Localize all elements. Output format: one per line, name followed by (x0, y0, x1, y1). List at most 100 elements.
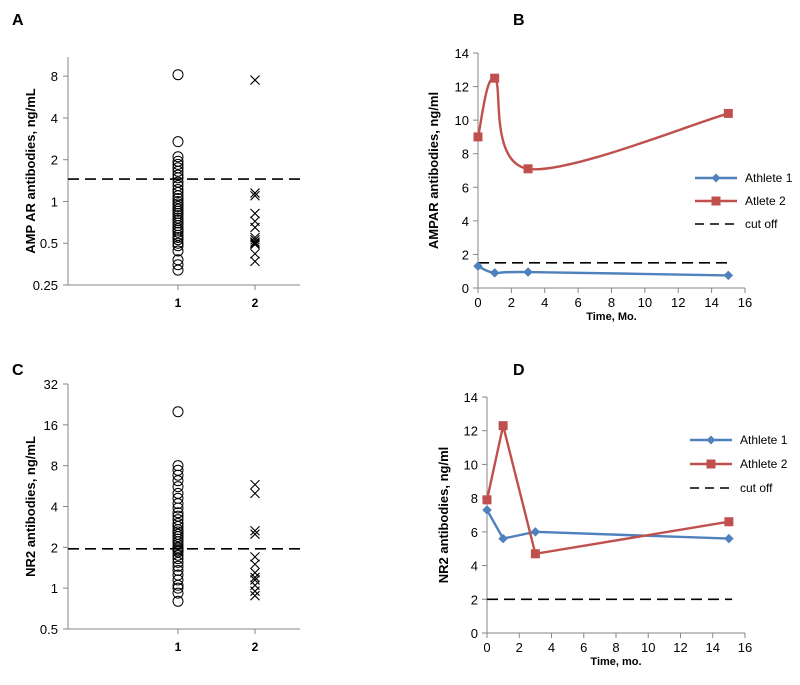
legend: Athlete 1 Atlete 2 cut off (695, 171, 793, 231)
data-point-cross (250, 248, 260, 259)
y-tick-label: 8 (51, 69, 58, 84)
data-point-circle (172, 259, 184, 271)
x-tick-label: 4 (548, 640, 555, 655)
x-tick-label: 2 (508, 295, 515, 310)
data-point-cross (250, 75, 260, 85)
data-point-square (473, 132, 483, 142)
x-tick-label: 16 (738, 295, 752, 310)
data-point-circle (172, 582, 184, 594)
y-tick-label: 0.5 (40, 236, 58, 251)
data-point-cross (250, 590, 260, 601)
data-point-cross (250, 552, 260, 562)
legend-entry: Athlete 1 (740, 433, 788, 447)
legend-marker-square (711, 196, 721, 206)
y-tick-label: 2 (471, 592, 478, 607)
data-point-cross (250, 237, 260, 247)
data-point-circle (172, 187, 184, 199)
y-axis-label: AMP AR antibodies, ng/mL (23, 88, 38, 253)
data-point-circle (172, 531, 184, 543)
series-line (485, 509, 729, 540)
y-tick-label: 10 (464, 457, 478, 472)
data-point-circle (172, 200, 184, 212)
data-point-cross (250, 572, 260, 583)
x-tick-label: 12 (673, 640, 687, 655)
x-axis-label: Time, Mo. (586, 311, 637, 323)
data-point-circle (172, 517, 184, 529)
data-point-circle (172, 469, 184, 481)
data-point-circle (172, 587, 184, 599)
x-axis-label: Time, mo. (590, 656, 641, 668)
panel-label: A (12, 12, 24, 29)
x-tick-label: 2 (252, 296, 259, 310)
data-point-cross (250, 529, 260, 540)
y-tick-label: 2 (462, 247, 469, 262)
chart-panel-c: C NR2 antibodies, ng/mL 0.5 1 2 4 8 16 32 1 2 (12, 362, 300, 654)
data-point-cross (250, 525, 260, 536)
x-tick-label: 10 (641, 640, 655, 655)
data-point-circle (172, 556, 184, 568)
y-tick-label: 0 (462, 281, 469, 296)
x-tick-label: 6 (580, 640, 587, 655)
y-tick-label: 4 (51, 500, 58, 515)
data-point-circle (172, 136, 184, 148)
legend-entry: Atlete 2 (745, 194, 786, 208)
data-point-circle (172, 217, 184, 229)
legend-marker-diamond (706, 435, 716, 445)
x-tick-label: 2 (516, 640, 523, 655)
data-point-circle (172, 240, 184, 252)
legend-marker-diamond (711, 173, 721, 183)
data-point-circle (172, 158, 184, 170)
y-axis-label: AMPAR antibodies, ng/ml (426, 92, 441, 249)
data-point-diamond (723, 270, 734, 281)
data-point-circle (172, 190, 184, 202)
data-point-square (490, 73, 500, 83)
y-tick-label: 8 (51, 459, 58, 474)
y-tick-label: 8 (462, 147, 469, 162)
x-tick-label: 4 (541, 295, 548, 310)
y-tick-label: 4 (462, 214, 469, 229)
panel-label: B (513, 12, 525, 29)
x-tick-label: 1 (175, 640, 182, 654)
data-point-circle (172, 475, 184, 487)
data-point-circle (172, 245, 184, 257)
y-tick-label: 1 (51, 194, 58, 209)
x-tick-label: 8 (608, 295, 615, 310)
x-tick-label: 0 (483, 640, 490, 655)
data-point-circle (172, 183, 184, 195)
data-point-circle (172, 595, 184, 607)
x-tick-label: 10 (638, 295, 652, 310)
data-point-cross (250, 559, 260, 570)
y-tick-label: 2 (51, 153, 58, 168)
x-tick-label: 16 (738, 640, 752, 655)
data-point-cross (250, 234, 260, 245)
data-point-circle (172, 193, 184, 205)
y-tick-label: 12 (464, 424, 478, 439)
data-point-square (530, 549, 540, 559)
y-axis-label: NR2 antibodies, ng/ml (436, 447, 451, 584)
data-point-circle (172, 237, 184, 249)
y-tick-label: 8 (471, 491, 478, 506)
x-tick-label: 14 (704, 295, 718, 310)
data-point-diamond (530, 527, 541, 537)
data-point-cross (250, 488, 260, 499)
y-axis-label: NR2 antibodies, ng/mL (23, 436, 38, 577)
data-point-circle (172, 264, 184, 276)
y-tick-label: 32 (44, 377, 58, 392)
data-point-cross (250, 256, 260, 267)
data-point-circle (172, 507, 184, 519)
data-point-diamond (523, 267, 533, 277)
data-point-circle (172, 538, 184, 550)
data-point-circle (172, 172, 184, 184)
data-point-circle (172, 574, 184, 586)
data-point-cross (250, 188, 260, 198)
data-point-cross (250, 586, 260, 597)
x-tick-label: 2 (252, 640, 259, 654)
data-point-circle (172, 165, 184, 177)
data-point-diamond (724, 533, 734, 544)
data-point-cross (250, 222, 260, 233)
legend: Athlete 1 Athlete 2 cut off (690, 433, 788, 495)
data-point-circle (172, 564, 184, 576)
panel-label: D (513, 362, 525, 379)
